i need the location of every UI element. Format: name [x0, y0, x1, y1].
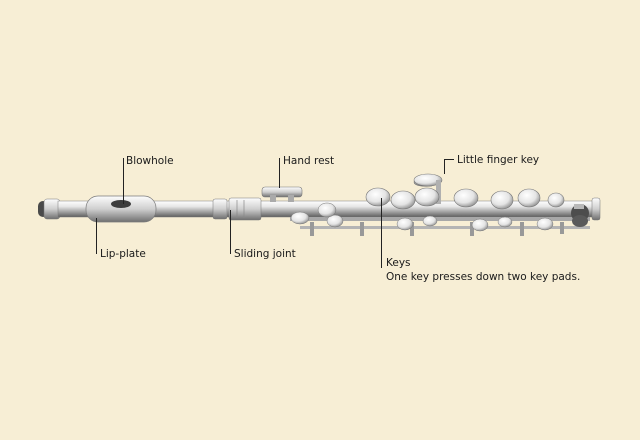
key-pad	[414, 187, 440, 207]
key-pad	[490, 190, 514, 210]
crown-cap	[38, 198, 61, 220]
key-pad	[390, 190, 416, 210]
hand-rest	[261, 186, 303, 202]
lip-plate	[85, 195, 157, 223]
label-hand-rest: Hand rest	[283, 155, 335, 167]
label-keys: Keys	[386, 257, 411, 269]
little-finger-key	[413, 173, 443, 204]
label-little-finger-key: Little finger key	[457, 154, 540, 166]
sliding-joint	[212, 197, 262, 221]
key-pad	[517, 188, 541, 208]
label-keys-note: One key presses down two key pads.	[386, 271, 581, 283]
label-lip-plate: Lip-plate	[100, 248, 146, 260]
key-pad	[453, 188, 479, 208]
label-sliding-joint: Sliding joint	[234, 248, 296, 260]
key-pad	[365, 187, 391, 207]
keys	[317, 187, 565, 218]
leader-lines	[96, 158, 454, 268]
key-pad	[547, 192, 565, 208]
blowhole	[111, 200, 131, 208]
key-mechanism	[290, 211, 590, 236]
key-pad	[317, 202, 337, 218]
foot-keys	[571, 197, 601, 227]
label-blowhole: Blowhole	[126, 155, 174, 167]
